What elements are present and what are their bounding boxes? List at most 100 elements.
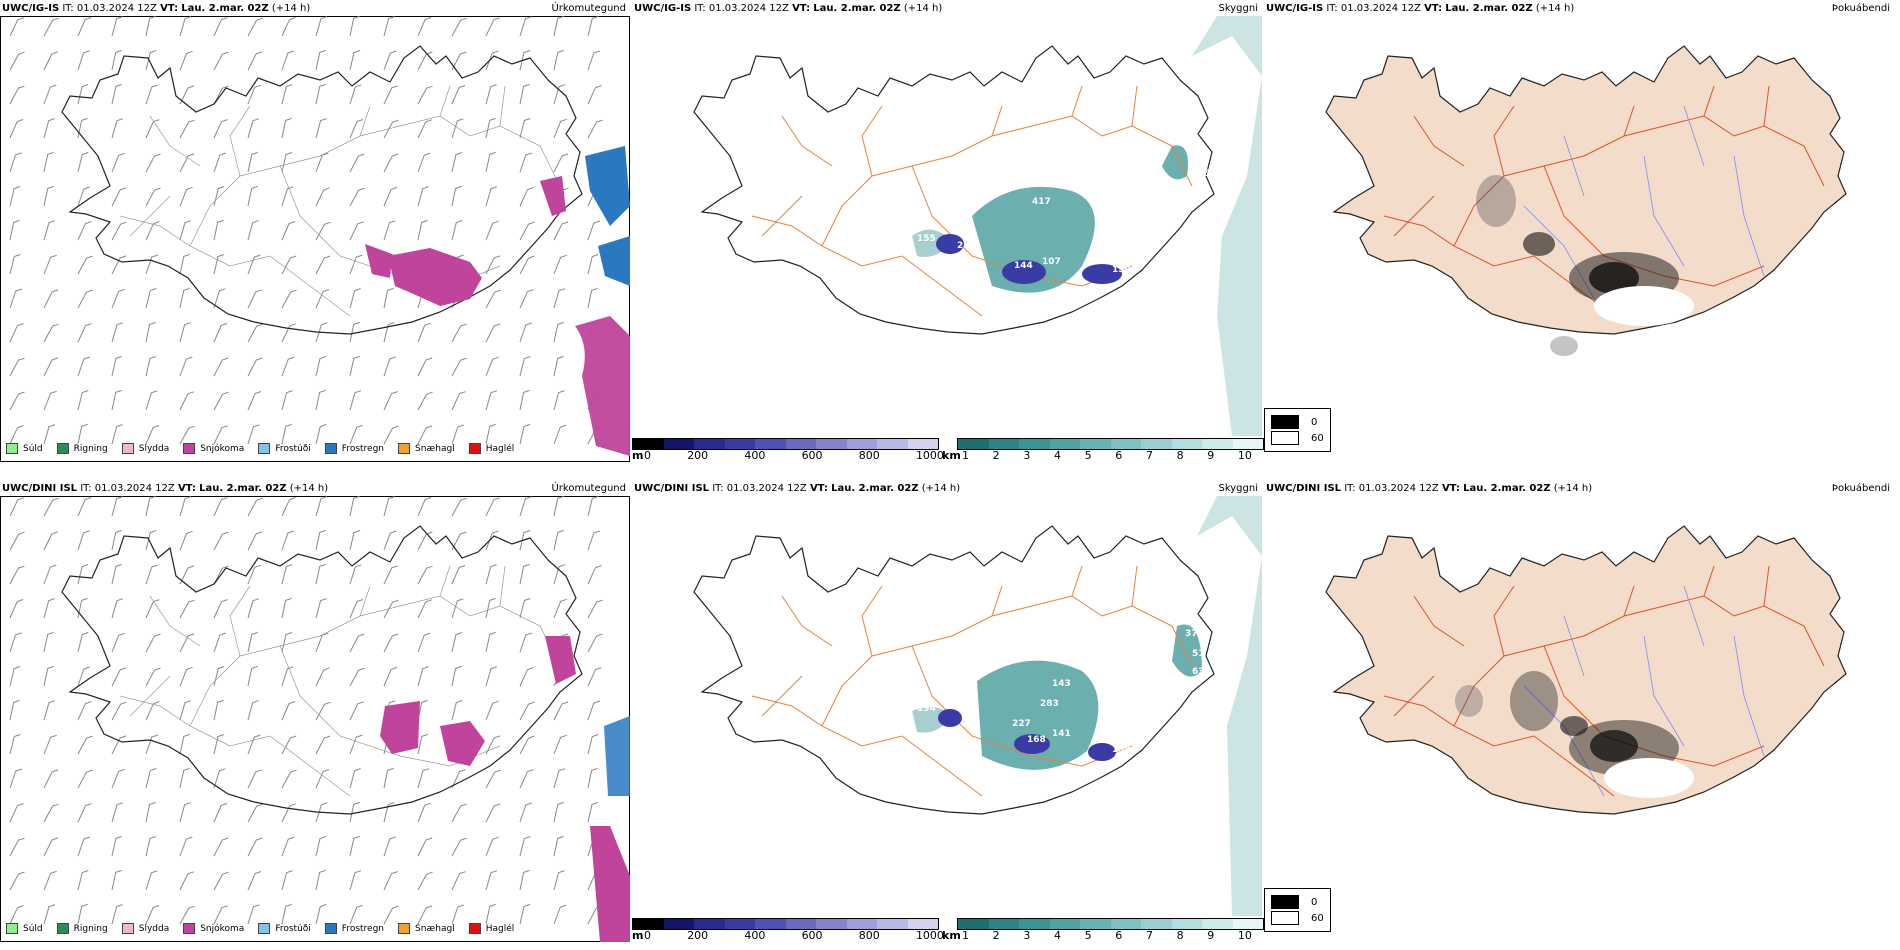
wind-barb — [349, 288, 361, 309]
model-label: UWC/DINI ISL — [634, 483, 710, 494]
wind-barb — [281, 735, 297, 755]
wind-barb — [485, 423, 496, 445]
legend-swatch — [6, 923, 18, 934]
tick-label: 4 — [1053, 449, 1061, 462]
wind-barb — [247, 769, 262, 789]
wind-barb — [213, 734, 225, 755]
wind-barb — [43, 564, 57, 585]
tick-label: 0 — [644, 449, 651, 462]
wind-barb — [213, 871, 229, 891]
wind-barb — [587, 667, 602, 687]
fog-legend-row: 0 — [1271, 415, 1324, 429]
wind-barb — [349, 734, 363, 755]
fog-map — [1325, 525, 1847, 815]
panel-title: UWC/IG-IS IT: 01.03.2024 12Z VT: Lau. 2.… — [2, 3, 310, 14]
wind-barb — [485, 870, 498, 891]
wind-barb — [111, 802, 124, 823]
fog-legend-swatch — [1271, 895, 1299, 909]
lead-time: (+14 h) — [921, 483, 961, 494]
it-label: IT: — [712, 483, 724, 494]
wind-barb — [553, 801, 564, 823]
ceiling-ticks: 0 200 400 600 800 1000 — [644, 449, 944, 462]
wind-barb — [9, 254, 21, 275]
wind-barb — [145, 870, 158, 891]
legend-swatch — [183, 923, 196, 934]
wind-barb — [485, 803, 501, 823]
wind-barb — [213, 391, 229, 411]
wind-barb — [43, 497, 59, 517]
wind-barb — [519, 152, 532, 173]
wind-barb — [77, 870, 89, 891]
wind-barb — [417, 871, 433, 891]
wind-barbs — [9, 16, 603, 445]
wind-barb — [247, 497, 263, 517]
wind-barb — [383, 530, 397, 551]
wind-barb — [179, 16, 192, 37]
wind-barb — [43, 220, 56, 241]
wind-barb — [383, 356, 396, 377]
fog-legend-row: 0 — [1271, 895, 1324, 909]
wind-barb — [553, 870, 565, 891]
wind-barb — [417, 802, 431, 823]
wind-barb — [9, 905, 24, 925]
panel-title: UWC/IG-IS IT: 01.03.2024 12Z VT: Lau. 2.… — [1266, 3, 1574, 14]
wind-barbs — [9, 496, 603, 925]
wind-barb — [213, 699, 224, 721]
wind-barb — [213, 565, 229, 585]
wind-barb — [9, 186, 21, 207]
legend-swatch — [258, 923, 271, 934]
wind-barb — [519, 389, 530, 411]
fog-patches — [1455, 671, 1694, 798]
wind-barb — [179, 287, 190, 309]
wind-barb — [43, 185, 54, 207]
cloud-base-label: 465 — [1192, 169, 1211, 179]
tick-label: 7 — [1145, 449, 1153, 462]
wind-barb — [417, 152, 431, 173]
legend-item: Frostregn — [324, 923, 384, 934]
wind-barb — [179, 700, 192, 721]
wind-barb — [179, 186, 193, 207]
wind-barb — [213, 51, 229, 71]
wind-barb — [281, 152, 293, 173]
wind-barb — [179, 802, 191, 823]
colorbar-bin — [1232, 919, 1263, 929]
colorbar-bin — [1080, 439, 1111, 449]
panel-name: Úrkomutegund — [551, 483, 626, 494]
wind-barb — [519, 356, 531, 377]
wind-barb — [43, 151, 54, 173]
wind-barb — [451, 323, 467, 343]
colorbar-bin — [663, 439, 694, 449]
legend-label: Rigning — [73, 443, 108, 454]
colorbar-bin — [724, 919, 755, 929]
wind-barb — [349, 221, 364, 241]
wind-barb — [485, 323, 501, 343]
wind-barb — [587, 16, 599, 37]
wind-barb — [179, 836, 193, 857]
wind-barb — [451, 837, 467, 857]
wind-barb — [77, 186, 90, 207]
precip-type-panel: UWC/DINI ISL IT: 01.03.2024 12Z VT: Lau.… — [0, 480, 632, 942]
wind-barb — [383, 50, 397, 71]
wind-barb — [383, 85, 398, 105]
wind-barb — [485, 700, 499, 721]
wind-barb — [417, 51, 433, 71]
wind-barb — [9, 871, 25, 891]
wind-barb — [315, 289, 330, 309]
wind-barb — [179, 599, 195, 619]
wind-barb — [553, 153, 569, 173]
wind-barb — [247, 598, 260, 619]
wind-barb — [77, 255, 93, 275]
cloud-base-label: 417 — [982, 179, 1001, 189]
wind-barb — [77, 530, 90, 551]
wind-barb — [587, 119, 603, 139]
wind-barb — [145, 288, 157, 309]
panel-name: Skyggni — [1218, 483, 1258, 494]
legend-label: Slydda — [138, 923, 170, 934]
wind-barb — [519, 118, 531, 139]
legend-label: Rigning — [73, 923, 108, 934]
wind-barb — [247, 734, 261, 755]
colorbar-bin — [816, 439, 847, 449]
wind-barb — [315, 802, 328, 823]
wind-barb — [383, 767, 394, 789]
iceland-land — [1325, 45, 1847, 335]
